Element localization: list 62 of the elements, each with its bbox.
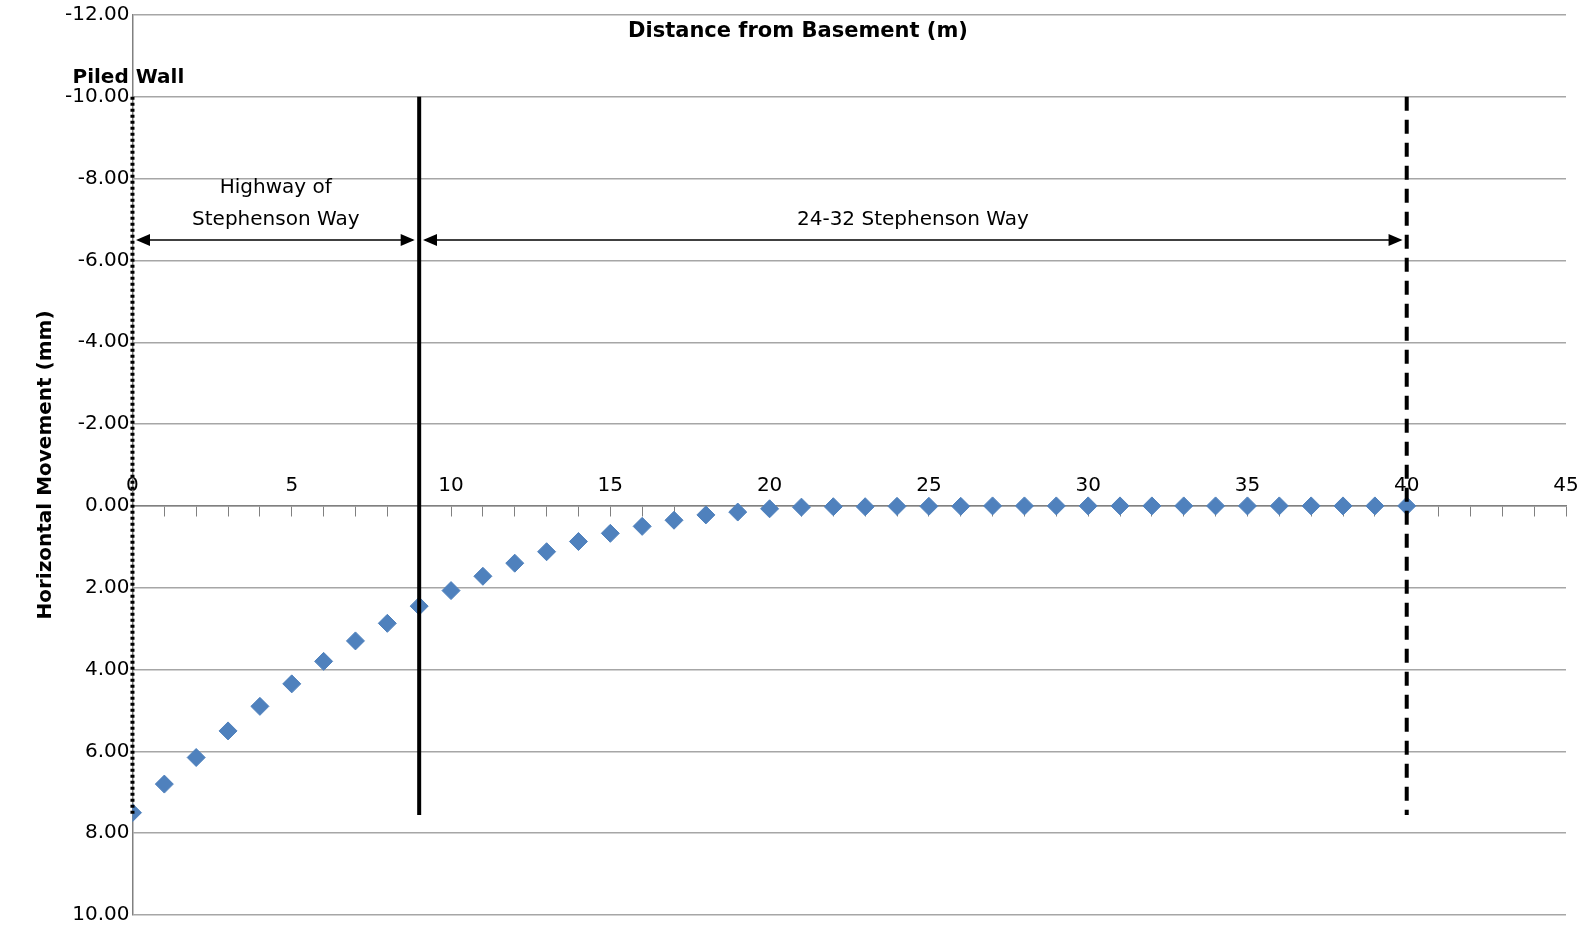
point	[314, 651, 334, 671]
annotation: 24-32 Stephenson Way	[796, 205, 1029, 232]
point	[951, 496, 971, 516]
point	[791, 497, 811, 517]
x-axis-title: Distance from Basement (m)	[628, 18, 968, 42]
point	[600, 523, 620, 543]
point	[218, 721, 238, 741]
point	[696, 505, 716, 525]
point	[760, 499, 780, 519]
point	[1269, 496, 1289, 516]
point	[282, 674, 302, 694]
point	[1078, 496, 1098, 516]
x-tick-label: 40	[1393, 472, 1420, 497]
point	[823, 497, 843, 517]
y-tick-label: -2.00	[77, 410, 130, 435]
point	[1174, 496, 1194, 516]
x-tick-label: 35	[1234, 472, 1261, 497]
point	[1142, 496, 1162, 516]
y-tick-label: -12.00	[64, 1, 130, 26]
point	[1237, 496, 1257, 516]
point	[1110, 496, 1130, 516]
x-tick-label: 45	[1553, 472, 1579, 497]
point	[1206, 496, 1226, 516]
point	[505, 553, 525, 573]
x-tick-label: 15	[597, 472, 624, 497]
point	[632, 516, 652, 536]
point	[568, 532, 588, 551]
y-axis-title: Horizontal Movement (mm)	[32, 310, 57, 620]
point	[1333, 496, 1353, 516]
point	[919, 496, 939, 516]
y-tick-label: 8.00	[84, 819, 130, 844]
annotation: Highway of Stephenson Way	[192, 173, 360, 232]
x-tick-label: 30	[1075, 472, 1101, 497]
y-tick-label: 2.00	[84, 573, 130, 598]
y-tick-label: 6.00	[84, 737, 130, 762]
point	[377, 613, 397, 633]
point	[664, 510, 684, 530]
y-tick-label: 10.00	[72, 901, 130, 926]
point	[887, 496, 907, 516]
y-tick-label: -4.00	[77, 328, 130, 353]
point	[1301, 496, 1321, 516]
x-tick-label: 20	[756, 472, 783, 497]
point	[1014, 496, 1034, 516]
point	[441, 581, 461, 601]
y-tick-label: -8.00	[77, 164, 130, 189]
y-tick-label: 4.00	[84, 655, 130, 680]
point	[728, 502, 748, 522]
point	[537, 542, 557, 562]
point	[1046, 496, 1066, 516]
y-tick-label: 0.00	[84, 492, 130, 517]
point	[250, 696, 270, 716]
point	[1365, 496, 1385, 516]
x-tick-label: 10	[438, 472, 464, 497]
point	[186, 748, 206, 767]
point	[473, 566, 493, 586]
point	[855, 497, 875, 517]
point	[154, 774, 174, 794]
point	[983, 496, 1003, 516]
x-tick-label: 25	[916, 472, 942, 497]
y-tick-label: -6.00	[77, 246, 130, 271]
point	[345, 631, 365, 651]
x-tick-label: 5	[285, 472, 299, 497]
